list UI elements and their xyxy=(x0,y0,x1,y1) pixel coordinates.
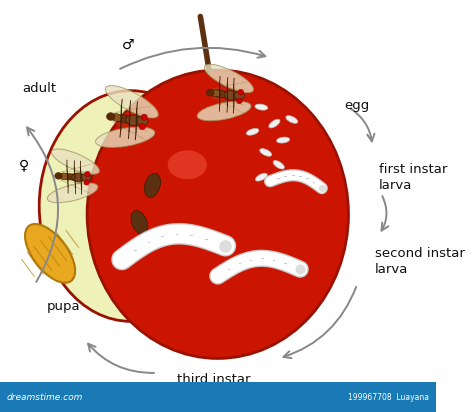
Ellipse shape xyxy=(220,91,233,98)
Ellipse shape xyxy=(224,91,238,100)
Ellipse shape xyxy=(55,173,62,179)
Ellipse shape xyxy=(260,149,272,156)
Ellipse shape xyxy=(246,129,259,135)
Ellipse shape xyxy=(121,116,136,123)
Ellipse shape xyxy=(52,149,100,174)
Ellipse shape xyxy=(197,101,251,121)
Ellipse shape xyxy=(168,150,207,179)
Ellipse shape xyxy=(286,116,298,123)
Text: ♂: ♂ xyxy=(122,38,135,52)
Text: dreamstime.com: dreamstime.com xyxy=(7,393,83,402)
Ellipse shape xyxy=(277,137,290,143)
Ellipse shape xyxy=(206,89,214,96)
Ellipse shape xyxy=(68,174,80,180)
Ellipse shape xyxy=(82,173,91,181)
Ellipse shape xyxy=(238,89,244,95)
Ellipse shape xyxy=(116,115,129,122)
Ellipse shape xyxy=(210,90,221,97)
Ellipse shape xyxy=(234,91,244,100)
Ellipse shape xyxy=(105,86,158,118)
Ellipse shape xyxy=(84,180,90,185)
Ellipse shape xyxy=(204,64,254,93)
Ellipse shape xyxy=(85,171,90,177)
Ellipse shape xyxy=(59,173,69,180)
Ellipse shape xyxy=(39,91,222,321)
Ellipse shape xyxy=(145,173,161,197)
Text: second instar
larva: second instar larva xyxy=(374,247,465,276)
Ellipse shape xyxy=(237,98,242,104)
Ellipse shape xyxy=(87,70,348,358)
Ellipse shape xyxy=(64,173,74,180)
Text: pupa: pupa xyxy=(46,300,80,314)
Ellipse shape xyxy=(255,173,267,181)
Ellipse shape xyxy=(139,124,146,130)
Ellipse shape xyxy=(126,115,141,126)
Ellipse shape xyxy=(96,127,155,147)
Bar xyxy=(0,382,436,412)
Text: adult: adult xyxy=(22,82,56,95)
Text: first instar
larva: first instar larva xyxy=(379,163,447,192)
Text: egg: egg xyxy=(344,98,369,112)
Ellipse shape xyxy=(137,116,148,126)
Ellipse shape xyxy=(111,114,122,122)
Ellipse shape xyxy=(273,161,284,169)
Ellipse shape xyxy=(269,119,280,128)
Ellipse shape xyxy=(215,91,227,98)
Ellipse shape xyxy=(131,211,148,234)
Text: third instar
larva: third instar larva xyxy=(177,373,250,402)
Text: ♀: ♀ xyxy=(19,158,29,172)
Ellipse shape xyxy=(25,224,75,283)
Text: 199967708  Luayana: 199967708 Luayana xyxy=(348,393,429,402)
Ellipse shape xyxy=(47,183,98,203)
Ellipse shape xyxy=(107,113,115,120)
Ellipse shape xyxy=(141,114,147,120)
Ellipse shape xyxy=(255,104,268,110)
Ellipse shape xyxy=(72,173,85,182)
